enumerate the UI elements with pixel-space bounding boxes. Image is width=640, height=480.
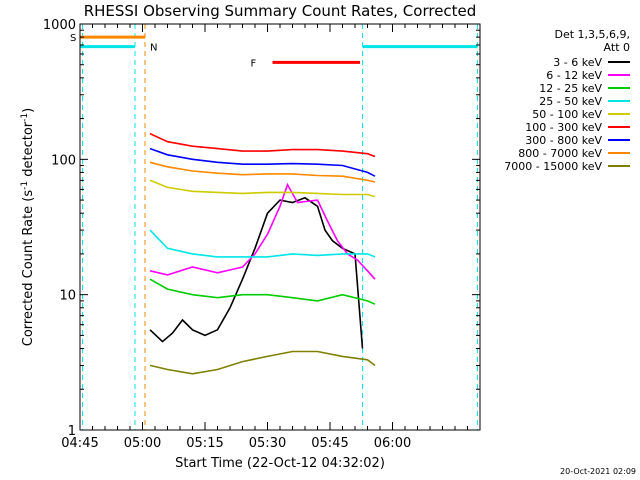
x-tick-label: 06:00: [374, 436, 411, 451]
series-line: [149, 229, 376, 258]
x-tick-label: 04:45: [61, 436, 98, 451]
legend-header: Att 0: [604, 41, 630, 54]
footer-timestamp: 20-Oct-2021 02:09: [560, 467, 636, 476]
series-line: [149, 147, 376, 177]
legend-label: 12 - 25 keV: [539, 82, 602, 95]
series-line: [149, 350, 376, 375]
x-tick-label: 05:30: [249, 436, 286, 451]
legend-label: 25 - 50 keV: [539, 95, 602, 108]
legend-label: 6 - 12 keV: [546, 69, 602, 82]
chart-title: RHESSI Observing Summary Count Rates, Co…: [84, 2, 477, 20]
legend-label: 300 - 800 keV: [525, 134, 602, 147]
y-tick-label: 1: [68, 424, 76, 439]
axes: 1 10 100 1000 04:45 05:00 05:15 05:30 05:45 06:00: [43, 18, 481, 451]
legend-label: 100 - 300 keV: [525, 121, 602, 134]
series-line: [149, 161, 376, 183]
x-tick-label: 05:00: [124, 436, 161, 451]
y-tick-label: 10: [59, 289, 76, 304]
x-tick-label: 05:45: [311, 436, 348, 451]
plot-frame: [79, 23, 481, 431]
legend-label: 50 - 100 keV: [532, 108, 602, 121]
legend-label: 7000 - 15000 keV: [504, 160, 602, 173]
state-bar-label: S: [70, 33, 76, 44]
legend-header: Det 1,3,5,6,9,: [554, 28, 630, 41]
legend-label: 3 - 6 keV: [553, 56, 602, 69]
y-tick-label: 100: [51, 153, 76, 168]
series-line: [149, 132, 376, 158]
legend-label: 800 - 7000 keV: [518, 147, 602, 160]
y-axis-label: Corrected Count Rate (s-1 detector-1): [20, 108, 36, 346]
series-line: [149, 196, 364, 349]
x-tick-label: 05:15: [186, 436, 223, 451]
plot-area: S N F: [70, 24, 478, 430]
series-line: [149, 182, 376, 280]
y-tick-label: 1000: [43, 18, 76, 33]
state-bar-label: F: [251, 58, 257, 69]
series-line: [149, 179, 376, 198]
series-line: [149, 278, 376, 305]
x-axis-label: Start Time (22-Oct-12 04:32:02): [175, 456, 385, 471]
state-bar-label: N: [150, 43, 157, 54]
